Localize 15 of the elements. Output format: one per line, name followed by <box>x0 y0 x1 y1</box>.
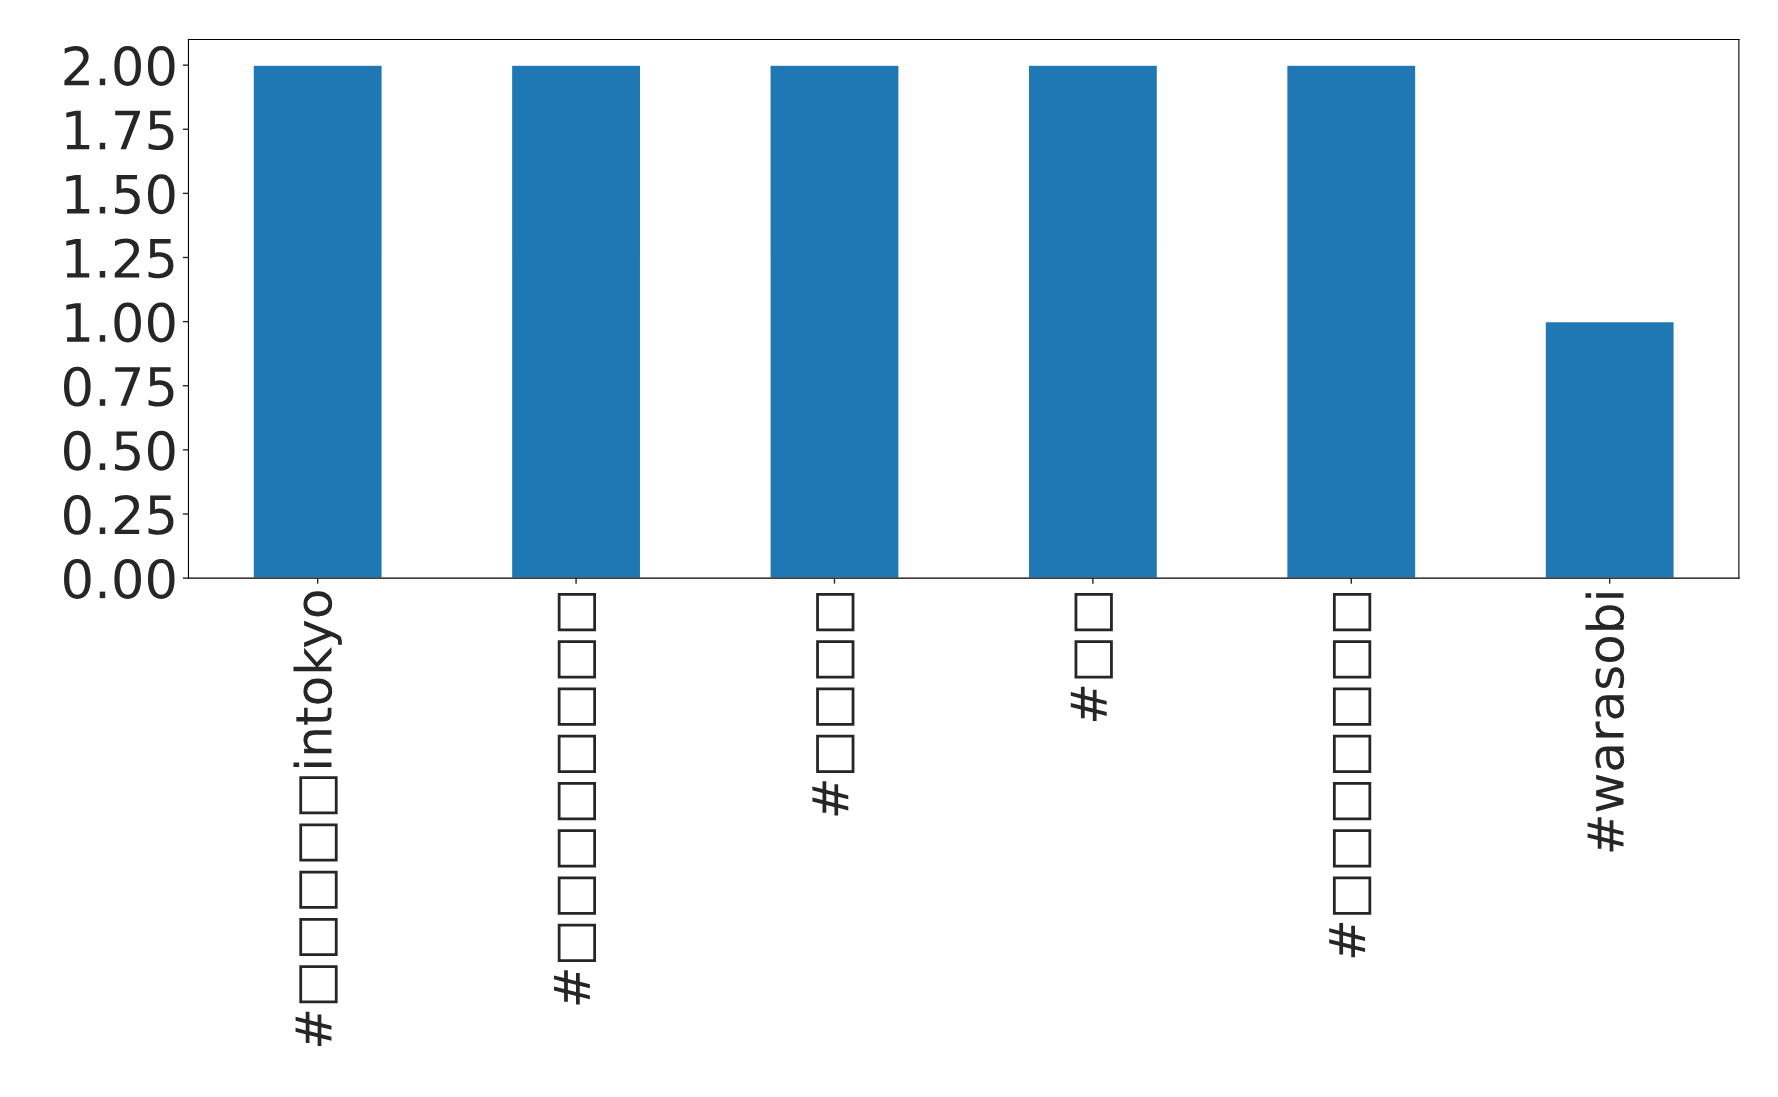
x-tick-label: #□□□□□intokyo <box>293 591 342 1046</box>
x-tick-label: #warasobi <box>1585 593 1625 852</box>
y-tick-label: 2.00 <box>64 46 175 86</box>
x-tick-label: #□□□□ <box>812 593 855 816</box>
y-tick-label: 1.75 <box>66 110 174 151</box>
y-tick-label: 0.50 <box>64 430 175 471</box>
x-tick-label: #□□□□□□□□ <box>553 593 597 1005</box>
y-tick-label: 0.00 <box>64 559 175 599</box>
y-tick-label: 1.25 <box>66 238 174 279</box>
y-tick-label: 0.25 <box>64 494 174 535</box>
x-tick-label: #□□ <box>1070 593 1113 722</box>
y-tick-label: 1.50 <box>66 174 175 215</box>
y-tick-label: 0.75 <box>64 366 174 407</box>
y-tick-label: 1.00 <box>66 302 175 343</box>
x-tick-label: #□□□□□□□ <box>1329 593 1372 958</box>
